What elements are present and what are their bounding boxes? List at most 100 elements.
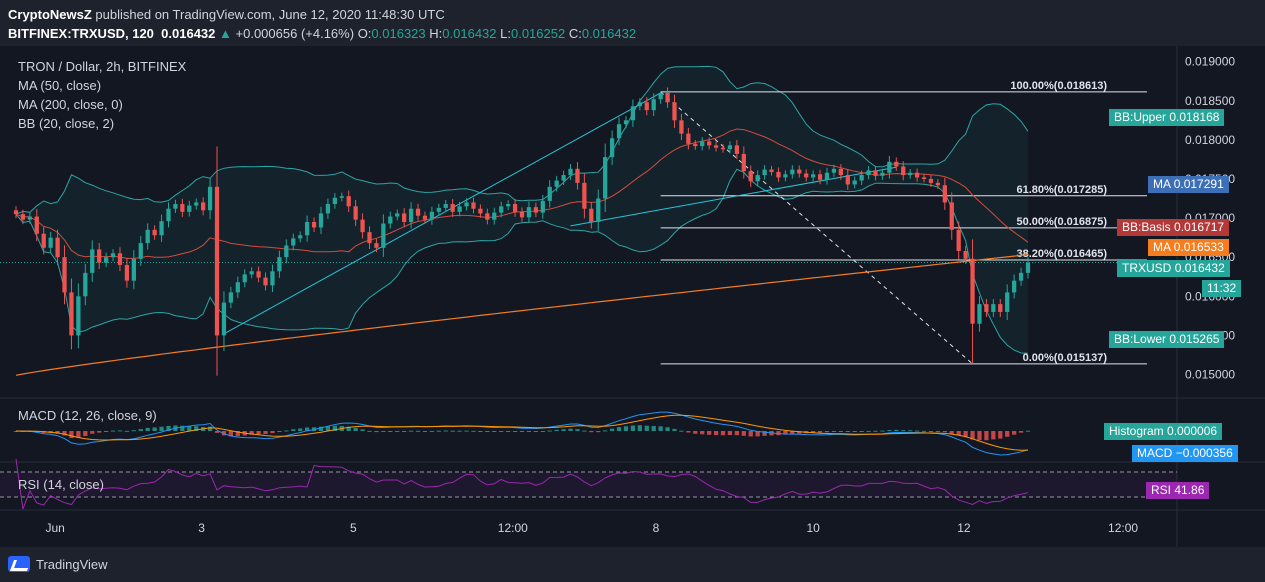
candle-body — [942, 185, 947, 203]
bb-lower-label: BB:Lower — [1114, 332, 1167, 346]
candle-body — [138, 243, 143, 259]
macd-histogram-bar — [942, 431, 947, 433]
macd-histogram-bar — [478, 431, 483, 432]
macd-histogram-bar — [110, 430, 116, 432]
macd-histogram-bar — [824, 431, 830, 433]
macd-histogram-bar — [97, 431, 102, 433]
candle-body — [388, 216, 393, 224]
candle-body — [180, 204, 185, 212]
macd-histogram-bar — [506, 431, 511, 432]
x-tick-label: 12 — [957, 521, 971, 535]
bb-lower-tag: BB:Lower 0.015265 — [1109, 331, 1225, 348]
x-tick-label: Jun — [45, 521, 64, 535]
macd-histogram-bar — [991, 431, 996, 440]
candle-body — [1012, 280, 1017, 293]
candle-body — [325, 204, 331, 214]
candle-body — [568, 168, 573, 176]
macd-histogram-bar — [748, 431, 753, 437]
candle-body — [748, 171, 753, 182]
candle-body — [159, 221, 164, 236]
rsi-line — [15, 458, 1029, 510]
candle-body — [769, 169, 774, 172]
macd-histogram-bar — [492, 431, 497, 432]
candle-body — [374, 243, 379, 248]
macd-histogram-bar — [963, 431, 968, 437]
macd-histogram-bar — [589, 431, 594, 433]
candle-body — [956, 229, 961, 251]
macd-histogram-bar — [512, 431, 518, 432]
price-chart[interactable]: 100.00%(0.018613)61.80%(0.017285)50.00%(… — [0, 46, 1265, 547]
tradingview-icon — [8, 556, 30, 572]
candle-body — [616, 124, 622, 139]
candle-body — [824, 172, 830, 180]
candle-body — [110, 253, 116, 258]
candle-body — [62, 257, 67, 293]
bb-basis-label: BB:Basis — [1122, 220, 1171, 234]
macd-histogram-bar — [665, 427, 670, 431]
candle-body — [804, 173, 809, 178]
candle-body — [41, 233, 46, 248]
legend-ma50: MA (50, close) — [18, 78, 102, 93]
macd-histogram-bar — [596, 431, 601, 433]
symbol-label[interactable]: BITFINEX:TRXUSD, 120 — [8, 26, 154, 41]
macd-histogram-bar — [270, 431, 275, 434]
macd-line — [15, 411, 1029, 456]
macd-histogram-bar — [582, 430, 587, 432]
last-price-tag: TRXUSD 0.016432 — [1117, 260, 1230, 277]
bb-upper-tag: BB:Upper 0.018168 — [1109, 109, 1225, 126]
macd-histogram-bar — [755, 431, 760, 437]
candle-body — [1018, 272, 1024, 281]
macd-histogram-bar — [76, 431, 81, 438]
candle-body — [637, 102, 642, 107]
macd-histogram-bar — [464, 430, 469, 432]
macd-histogram-bar — [62, 431, 67, 436]
candle-body — [381, 223, 386, 248]
macd-histogram-bar — [637, 425, 642, 431]
x-tick-label: 8 — [653, 521, 660, 535]
macd-histogram-bar — [138, 429, 143, 431]
y-tick-label: 0.015000 — [1185, 368, 1235, 382]
candle-body — [935, 182, 941, 186]
last-price: 0.016432 — [161, 26, 216, 41]
candle-body — [727, 145, 733, 150]
candle-body — [291, 238, 296, 246]
macd-histogram-bar — [360, 429, 365, 431]
candle-body — [866, 170, 871, 176]
macd-histogram-bar — [325, 426, 331, 431]
candle-body — [270, 271, 275, 286]
published-text: published on TradingView.com, June 12, 2… — [95, 7, 445, 22]
macd-histogram-bar — [395, 430, 400, 432]
bb-upper-value: 0.018168 — [1169, 110, 1220, 124]
ma-value: 0.017291 — [1173, 177, 1224, 191]
publisher-name[interactable]: CryptoNewsZ — [8, 7, 92, 22]
macd-histogram-bar — [207, 426, 213, 431]
macd-histogram-bar — [256, 431, 261, 435]
macd-histogram-bar — [568, 428, 573, 431]
y-tick-label: 0.018500 — [1185, 94, 1235, 108]
candle-body — [457, 206, 462, 212]
candle-body — [623, 120, 629, 125]
macd-histogram-bar — [603, 430, 608, 432]
tradingview-logo[interactable]: TradingView — [8, 556, 108, 572]
candle-body — [755, 175, 760, 182]
open-label: O: — [357, 26, 372, 41]
candle-body — [228, 292, 234, 303]
macd-histogram-bar — [249, 431, 254, 435]
candle-body — [13, 210, 19, 215]
macd-histogram-bar — [145, 427, 150, 431]
candle-body — [880, 172, 885, 176]
candle-body — [408, 208, 414, 222]
candle-body — [20, 214, 26, 220]
macd-histogram-bar — [1018, 431, 1024, 433]
candle-body — [894, 161, 899, 167]
candle-body — [554, 180, 559, 187]
triangle-up-icon: ▲ — [219, 26, 232, 41]
candle-body — [644, 102, 649, 111]
candle-body — [450, 204, 455, 212]
candle-body — [575, 168, 580, 183]
candle-body — [201, 202, 206, 211]
ma2-label: MA — [1153, 240, 1171, 254]
macd-histogram-bar — [124, 430, 130, 432]
fib-level-label: 100.00%(0.018613) — [1010, 80, 1107, 92]
candle-body — [582, 182, 587, 209]
